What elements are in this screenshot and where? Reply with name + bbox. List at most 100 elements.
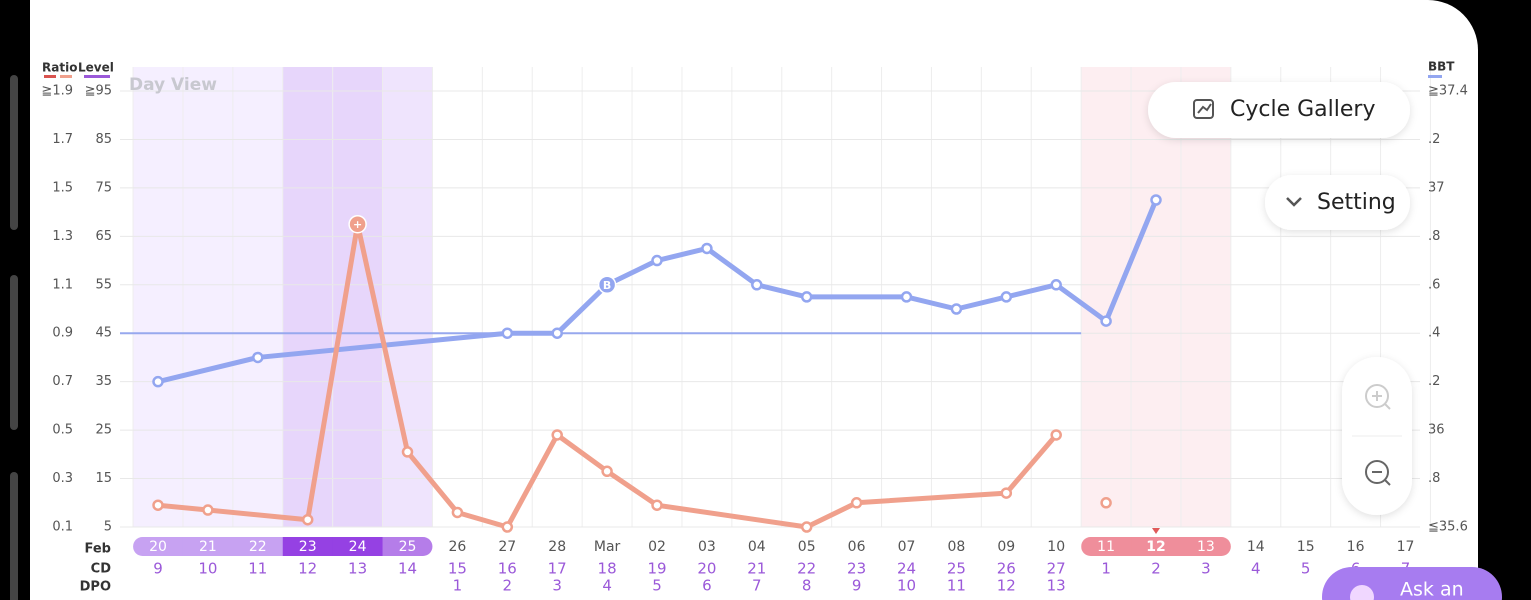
point <box>751 279 763 291</box>
date-label: 22 <box>249 539 267 555</box>
cd-label: 11 <box>248 560 267 578</box>
phase-pill <box>332 537 384 556</box>
cd-label: 17 <box>548 560 567 578</box>
bbt-tick-label: 37 <box>1428 180 1445 195</box>
date-label: 09 <box>997 539 1015 555</box>
phase-column <box>1180 67 1231 527</box>
date-label: 25 <box>399 539 417 555</box>
point <box>551 429 563 441</box>
side-bar <box>10 75 18 230</box>
axis-title: Ratio <box>42 61 77 75</box>
legend-swatch <box>44 75 56 78</box>
point <box>401 446 414 458</box>
cd-label: 25 <box>947 560 966 578</box>
view-label: Day View <box>129 75 217 95</box>
icon <box>1193 99 1214 119</box>
date-label: 21 <box>199 539 217 555</box>
date-label: 03 <box>698 539 716 555</box>
cd-label: 18 <box>598 560 617 578</box>
cd-label: 24 <box>897 560 916 578</box>
bbt-tick-label: .4 <box>1428 326 1440 341</box>
date-label: 16 <box>1347 539 1365 555</box>
date-label: 15 <box>1297 539 1315 555</box>
level-tick-label: 15 <box>95 471 112 486</box>
phase-pill <box>282 537 334 556</box>
today-marker <box>1152 528 1160 534</box>
setting-button[interactable]: Setting <box>1265 175 1410 230</box>
ratio-tick-label: 0.3 <box>52 471 73 486</box>
row-label: DPO <box>80 580 111 595</box>
bbt-tick-label: .8 <box>1428 229 1440 244</box>
legend-swatch <box>1428 75 1442 78</box>
date-label: 14 <box>1247 539 1265 555</box>
cd-label: 10 <box>198 560 217 578</box>
point <box>601 465 613 478</box>
date-label: 23 <box>299 539 317 555</box>
cd-label: 9 <box>153 560 163 578</box>
point-annotation: + <box>353 218 362 231</box>
phase-column <box>133 67 183 527</box>
phase-column <box>382 67 433 527</box>
date-label: 10 <box>1047 539 1065 555</box>
button-bg[interactable] <box>1148 82 1410 138</box>
point <box>900 291 913 303</box>
cd-label: 15 <box>448 560 467 578</box>
point <box>651 254 663 267</box>
month-label: Feb <box>85 542 111 557</box>
point <box>850 497 863 509</box>
ratio-tick-label: 1.1 <box>52 277 73 292</box>
bbt-tick-label: 36 <box>1428 423 1445 438</box>
legend-swatch <box>84 75 110 78</box>
bbt-tick-label: .2 <box>1428 132 1440 147</box>
icon <box>1197 103 1212 114</box>
bbt-tick-label: .6 <box>1428 277 1440 292</box>
ratio-tick-label: 1.3 <box>52 229 73 244</box>
button-label[interactable]: Ask an <box>1400 579 1464 600</box>
point <box>1150 194 1162 206</box>
point-annotation: B <box>603 279 611 292</box>
button-bg[interactable] <box>1265 175 1410 230</box>
point <box>501 327 514 339</box>
cd-label: 13 <box>348 560 367 578</box>
annotated-point <box>348 214 367 234</box>
dpo-label: 3 <box>552 577 562 595</box>
side-bar <box>10 275 18 430</box>
grid: ≧1.9 1.7 1.5 1.3 1.1 0.9 0.7 0.5 0.3 0.1 ≧95 85 75 65… <box>41 67 1468 535</box>
phase-column <box>282 67 333 527</box>
point <box>800 291 813 303</box>
point <box>252 351 264 364</box>
ratio-tick-label: 0.7 <box>52 374 73 389</box>
date-label: 08 <box>947 539 965 555</box>
level-tick-label: 75 <box>95 180 112 195</box>
phase-column <box>232 67 283 527</box>
icon <box>1350 585 1374 600</box>
dpo-label: 8 <box>802 577 812 595</box>
date-label: 02 <box>648 539 666 555</box>
date-label: 05 <box>798 539 816 555</box>
date-label: 27 <box>498 539 516 555</box>
level-tick-label: 45 <box>95 326 112 341</box>
level-tick-label: 35 <box>95 374 112 389</box>
row-label: CD <box>91 562 112 577</box>
point <box>800 521 813 533</box>
date-label: 17 <box>1397 539 1415 555</box>
zoom-out-icon <box>1372 471 1391 486</box>
point <box>551 327 563 339</box>
point <box>1050 279 1062 291</box>
date-label: Mar <box>594 539 621 555</box>
annotated-point <box>597 275 617 295</box>
button-label[interactable]: Setting <box>1317 190 1396 215</box>
ask-button[interactable]: Ask an <box>1322 567 1502 600</box>
zoom-in[interactable] <box>1365 384 1389 408</box>
point <box>651 499 663 511</box>
point <box>1000 291 1013 303</box>
ratio-tick-label: 1.5 <box>52 180 73 195</box>
cycle-gallery-button[interactable]: Cycle Gallery <box>1148 82 1410 138</box>
button-label[interactable]: Cycle Gallery <box>1230 97 1375 122</box>
level-tick-label: 5 <box>104 520 112 535</box>
cd-label: 16 <box>498 560 517 578</box>
zoom-out[interactable] <box>1365 460 1389 484</box>
date-label: 06 <box>848 539 866 555</box>
phase-pill <box>133 537 184 556</box>
phase-pill <box>182 537 234 556</box>
